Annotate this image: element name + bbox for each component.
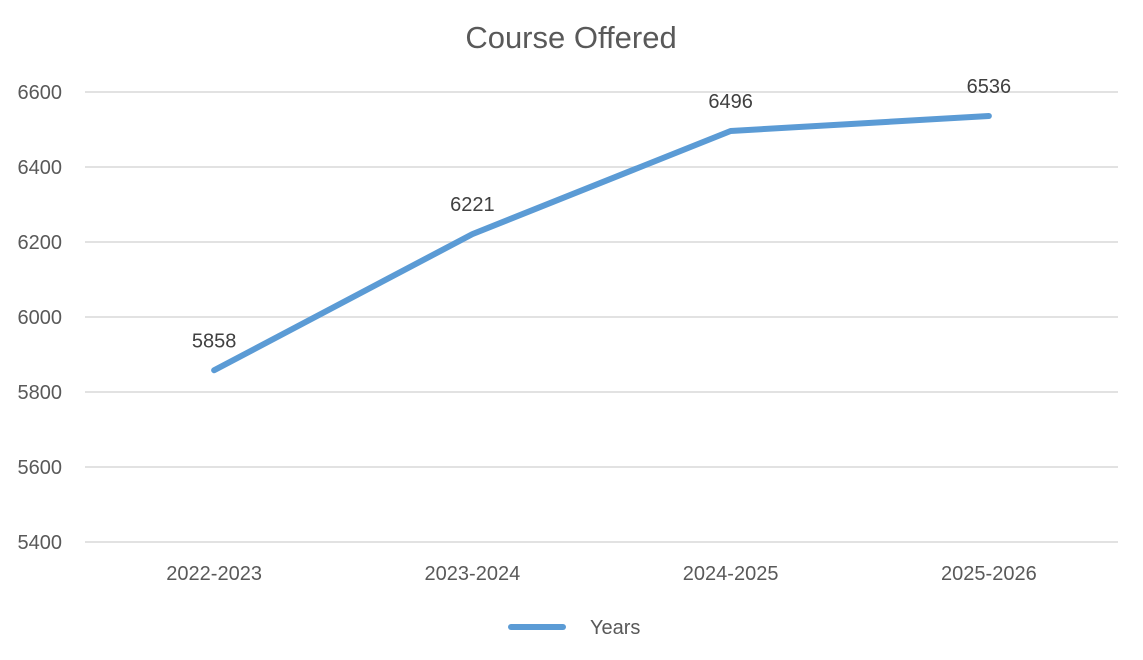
y-tick-label: 5800 bbox=[18, 382, 63, 404]
data-label: 6536 bbox=[967, 76, 1012, 98]
y-tick-label: 5600 bbox=[18, 457, 63, 479]
series-line-Years bbox=[211, 113, 992, 374]
y-tick-label: 6600 bbox=[18, 82, 63, 104]
data-label: 6221 bbox=[450, 194, 495, 216]
data-label: 6496 bbox=[708, 91, 753, 113]
x-tick-label: 2023-2024 bbox=[425, 563, 521, 585]
x-tick-label: 2022-2023 bbox=[166, 563, 262, 585]
y-tick-label: 6200 bbox=[18, 232, 63, 254]
x-tick-label: 2024-2025 bbox=[683, 563, 779, 585]
data-label: 5858 bbox=[192, 330, 237, 352]
y-axis-ticks: 5400 5600 5800 6000 6200 6400 6600 bbox=[18, 82, 63, 554]
legend: Years bbox=[508, 617, 640, 639]
y-tick-label: 6000 bbox=[18, 307, 63, 329]
legend-label: Years bbox=[590, 617, 640, 639]
gridlines bbox=[85, 91, 1118, 543]
data-labels: 5858 6221 6496 6536 bbox=[192, 76, 1011, 352]
x-tick-label: 2025-2026 bbox=[941, 563, 1037, 585]
y-tick-label: 5400 bbox=[18, 532, 63, 554]
y-tick-label: 6400 bbox=[18, 157, 63, 179]
x-axis-ticks: 2022-2023 2023-2024 2024-2025 2025-2026 bbox=[166, 563, 1036, 585]
chart-title: Course Offered bbox=[465, 20, 676, 55]
series-lines bbox=[211, 113, 992, 374]
